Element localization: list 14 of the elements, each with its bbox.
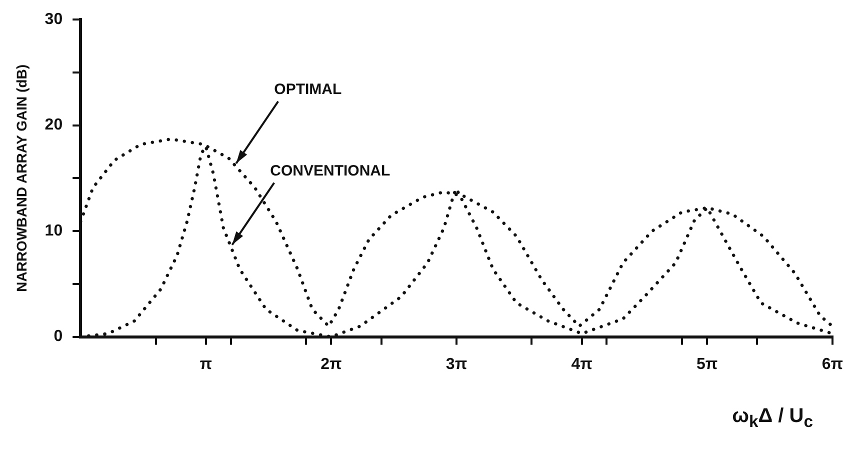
- y-tick-label: 20: [44, 116, 63, 134]
- x-tick-label: 3π: [446, 356, 468, 373]
- y-tick-label: 10: [44, 222, 63, 240]
- y-tick-label: 30: [44, 11, 63, 28]
- annotation: OPTIMAL: [274, 81, 342, 98]
- x-tick-label: 6π: [822, 356, 844, 373]
- x-axis-title: ω$_{k}$Δ / U$_{c}$: [732, 405, 813, 432]
- annotation: CONVENTIONAL: [270, 162, 390, 180]
- y-tick-label: 0: [54, 328, 63, 346]
- x-tick-label: 2π: [320, 356, 342, 373]
- y-axis-title: NARROWBAND ARRAY GAIN (dB): [13, 64, 30, 292]
- x-tick-label: 4π: [571, 356, 592, 373]
- x-tick-label: π: [200, 356, 212, 373]
- x-tick-label: 5π: [696, 356, 718, 373]
